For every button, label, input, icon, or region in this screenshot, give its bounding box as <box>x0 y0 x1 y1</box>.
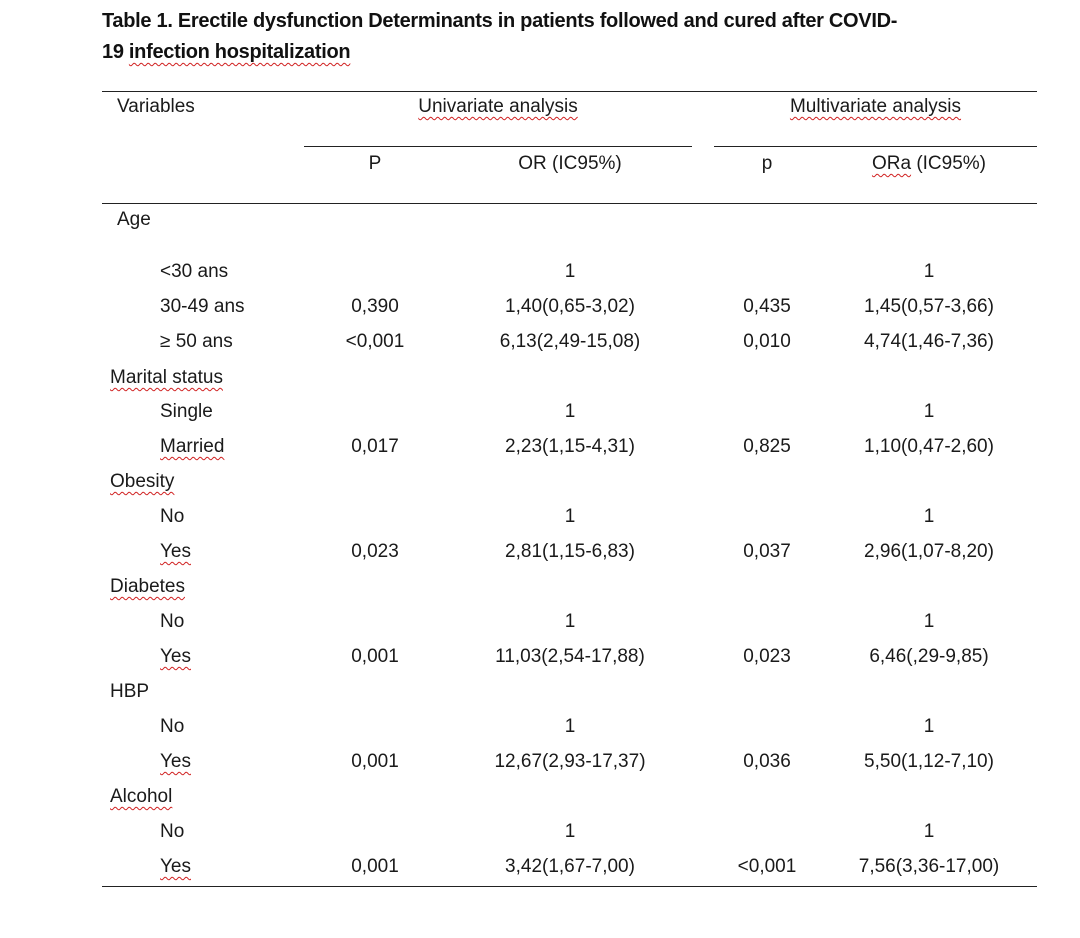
row-sub-label: Yes <box>160 856 191 877</box>
cell-or-univariate: 1 <box>564 401 576 422</box>
cell-p-univariate: 0,001 <box>351 751 399 772</box>
cell-ora-multivariate: 7,56(3,36-17,00) <box>858 856 1000 877</box>
table-top-rule <box>102 91 1037 92</box>
row-group-label: Obesity <box>110 471 175 492</box>
row-sub-label: Married <box>160 436 225 457</box>
row-group-label: Marital status <box>110 367 223 388</box>
cell-or-univariate: 6,13(2,49-15,08) <box>499 331 641 352</box>
cell-or-univariate: 1 <box>564 716 576 737</box>
table-caption: Table 1. Erectile dysfunction Determinan… <box>102 6 1002 68</box>
row-sub-label: No <box>160 716 185 737</box>
row-sub-label: Single <box>160 401 213 422</box>
row-sub-label: No <box>160 611 185 632</box>
cell-p-multivariate: 0,010 <box>743 331 791 352</box>
cell-p-univariate: 0,390 <box>351 296 399 317</box>
univariate-rule <box>304 146 692 147</box>
header-variables: Variables <box>117 96 195 117</box>
cell-ora-multivariate: 1 <box>923 821 935 842</box>
cell-or-univariate: 1 <box>564 611 576 632</box>
cell-p-univariate: 0,023 <box>351 541 399 562</box>
cell-p-multivariate: 0,037 <box>743 541 791 562</box>
caption-line-2: 19 infection hospitalization <box>102 37 1002 68</box>
cell-ora-multivariate: 1 <box>923 716 935 737</box>
caption-line-2-prefix: 19 <box>102 41 129 63</box>
row-sub-label: No <box>160 506 185 527</box>
cell-ora-multivariate: 4,74(1,46-7,36) <box>864 331 994 352</box>
cell-p-univariate: 0,001 <box>351 646 399 667</box>
row-group-label: Alcohol <box>110 786 173 807</box>
cell-or-univariate: 2,81(1,15-6,83) <box>505 541 635 562</box>
table-bottom-rule <box>102 886 1037 887</box>
cell-ora-multivariate: 1,10(0,47-2,60) <box>864 436 994 457</box>
cell-ora-multivariate: 1 <box>923 261 935 282</box>
row-group-label: HBP <box>110 681 150 702</box>
row-group-label: Age <box>117 209 151 230</box>
multivariate-rule <box>714 146 1037 147</box>
cell-ora-multivariate: 2,96(1,07-8,20) <box>864 541 994 562</box>
cell-p-multivariate: 0,023 <box>743 646 791 667</box>
cell-or-univariate: 1 <box>564 261 576 282</box>
cell-p-univariate: 0,001 <box>351 856 399 877</box>
cell-p-univariate: <0,001 <box>345 331 405 352</box>
cell-or-univariate: 1 <box>564 506 576 527</box>
cell-ora-multivariate: 6,46(,29-9,85) <box>869 646 989 667</box>
cell-ora-multivariate: 1 <box>923 401 935 422</box>
cell-or-univariate: 3,42(1,67-7,00) <box>505 856 635 877</box>
caption-line-1: Table 1. Erectile dysfunction Determinan… <box>102 10 898 32</box>
caption-line-2-underlined: infection hospitalization <box>128 41 351 63</box>
row-sub-label: Yes <box>160 751 191 772</box>
header-p-multivariate: p <box>761 153 773 174</box>
row-group-label: Diabetes <box>110 576 185 597</box>
cell-ora-multivariate: 1 <box>923 611 935 632</box>
cell-or-univariate: 1,40(0,65-3,02) <box>505 296 635 317</box>
cell-or-univariate: 11,03(2,54-17,88) <box>495 646 645 667</box>
cell-or-univariate: 2,23(1,15-4,31) <box>505 436 635 457</box>
header-ora-suffix: (IC95%) <box>911 153 987 174</box>
cell-ora-multivariate: 1 <box>923 506 935 527</box>
cell-or-univariate: 12,67(2,93-17,37) <box>494 751 646 772</box>
header-ora: ORa (IC95%) <box>822 152 1036 176</box>
row-sub-label: 30-49 ans <box>160 296 245 317</box>
row-sub-label: <30 ans <box>160 261 229 282</box>
cell-or-univariate: 1 <box>564 821 576 842</box>
header-or: OR (IC95%) <box>518 153 622 174</box>
cell-p-multivariate: 0,036 <box>743 751 791 772</box>
cell-p-univariate: 0,017 <box>351 436 399 457</box>
row-sub-label: Yes <box>160 541 191 562</box>
row-sub-label: No <box>160 821 185 842</box>
cell-ora-multivariate: 5,50(1,12-7,10) <box>864 751 994 772</box>
cell-p-multivariate: 0,825 <box>743 436 791 457</box>
cell-p-multivariate: <0,001 <box>737 856 797 877</box>
header-multivariate: Multivariate analysis <box>789 96 962 117</box>
header-univariate: Univariate analysis <box>418 96 578 117</box>
header-bottom-rule <box>102 203 1037 204</box>
header-p: P <box>368 153 382 174</box>
cell-ora-multivariate: 1,45(0,57-3,66) <box>864 296 994 317</box>
row-sub-label: ≥ 50 ans <box>160 331 233 352</box>
header-ora-prefix: ORa <box>871 153 912 174</box>
row-sub-label: Yes <box>160 646 191 667</box>
cell-p-multivariate: 0,435 <box>743 296 791 317</box>
